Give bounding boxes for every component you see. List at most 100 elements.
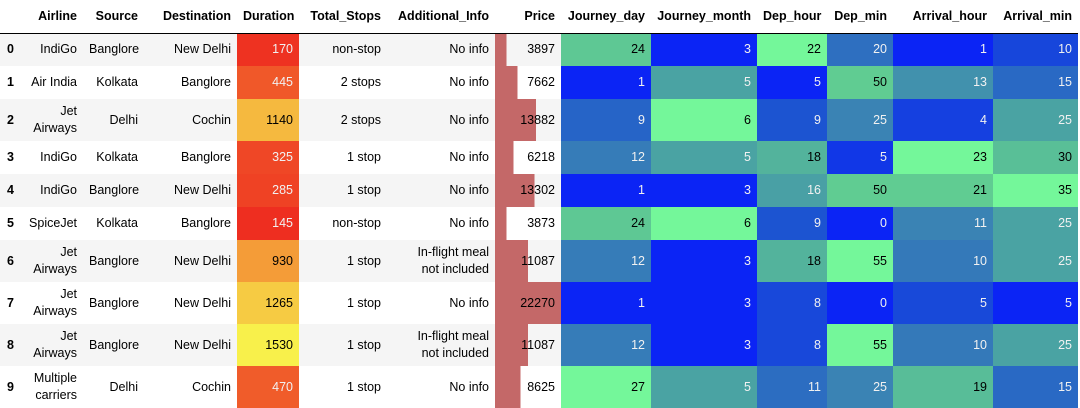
header-row: Airline Source Destination Duration Total_St… <box>0 0 1078 34</box>
cell-dep_min: 0 <box>827 282 893 324</box>
cell-duration: 445 <box>237 66 299 99</box>
cell-dep_hour: 8 <box>757 324 827 366</box>
cell-arrival_hour: 19 <box>893 366 993 408</box>
cell-journey_day: 1 <box>561 66 651 99</box>
cell-arrival_hour: 10 <box>893 240 993 282</box>
cell-additional_info: No info <box>449 112 489 127</box>
cell-additional_info: No info <box>449 216 489 230</box>
cell-airline: SpiceJet <box>29 216 77 230</box>
cell-duration: 145 <box>237 207 299 240</box>
cell-arrival_min: 35 <box>993 174 1078 207</box>
cell-airline: IndiGo <box>40 150 77 164</box>
cell-additional_info: In-flight meal not included <box>417 245 489 276</box>
row-index: 0 <box>7 42 14 57</box>
cell-arrival_hour: 11 <box>893 207 993 240</box>
cell-journey_month: 6 <box>651 99 757 141</box>
cell-arrival_min: 10 <box>993 33 1078 66</box>
cell-source: Kolkata <box>96 216 138 230</box>
cell-additional_info: No info <box>449 295 489 310</box>
cell-duration: 1140 <box>237 99 299 141</box>
cell-price: 6218 <box>495 141 561 174</box>
cell-arrival_min: 5 <box>993 282 1078 324</box>
cell-arrival_hour: 23 <box>893 141 993 174</box>
cell-dep_min: 50 <box>827 66 893 99</box>
row-index: 1 <box>7 75 14 89</box>
cell-airline: IndiGo <box>40 42 77 57</box>
row-index: 5 <box>7 216 14 230</box>
cell-airline: Jet Airways <box>33 287 77 318</box>
cell-journey_day: 12 <box>561 240 651 282</box>
cell-dep_min: 25 <box>827 366 893 408</box>
cell-additional_info: No info <box>449 75 489 89</box>
cell-destination: New Delhi <box>174 183 231 197</box>
cell-journey_month: 3 <box>651 324 757 366</box>
cell-journey_month: 6 <box>651 207 757 240</box>
cell-additional_info: No info <box>449 150 489 164</box>
row-index: 9 <box>7 379 14 394</box>
table-row: 4 IndiGo Banglore New Delhi 285 1 stop No info… <box>0 174 1078 207</box>
cell-journey_day: 1 <box>561 174 651 207</box>
cell-additional_info: No info <box>449 183 489 197</box>
cell-arrival_hour: 13 <box>893 66 993 99</box>
cell-arrival_hour: 21 <box>893 174 993 207</box>
cell-destination: New Delhi <box>174 337 231 352</box>
column-header-index <box>0 0 20 34</box>
cell-journey_day: 27 <box>561 366 651 408</box>
cell-duration: 325 <box>237 141 299 174</box>
cell-duration: 1530 <box>237 324 299 366</box>
cell-source: Kolkata <box>96 75 138 89</box>
cell-additional_info: No info <box>449 379 489 394</box>
cell-arrival_min: 30 <box>993 141 1078 174</box>
cell-arrival_hour: 1 <box>893 33 993 66</box>
cell-dep_min: 55 <box>827 324 893 366</box>
cell-destination: New Delhi <box>174 295 231 310</box>
cell-journey_day: 12 <box>561 141 651 174</box>
cell-price: 3873 <box>495 207 561 240</box>
cell-arrival_hour: 5 <box>893 282 993 324</box>
cell-price: 11087 <box>495 324 561 366</box>
row-index: 3 <box>7 150 14 164</box>
table-row: 7 Jet Airways Banglore New Delhi 1265 1 stop N… <box>0 282 1078 324</box>
cell-dep_hour: 18 <box>757 141 827 174</box>
column-header-source: Source <box>83 0 144 34</box>
cell-destination: New Delhi <box>174 253 231 268</box>
cell-source: Banglore <box>89 337 140 352</box>
cell-destination: Banglore <box>180 75 231 89</box>
cell-price: 22270 <box>495 282 561 324</box>
cell-source: Banglore <box>89 295 140 310</box>
cell-journey_day: 1 <box>561 282 651 324</box>
table-row: 8 Jet Airways Banglore New Delhi 1530 1 stop I… <box>0 324 1078 366</box>
cell-destination: New Delhi <box>174 42 231 57</box>
cell-duration: 1265 <box>237 282 299 324</box>
cell-destination: Cochin <box>192 112 231 127</box>
cell-additional_info: In-flight meal not included <box>417 329 489 360</box>
cell-destination: Cochin <box>192 379 231 394</box>
cell-dep_min: 25 <box>827 99 893 141</box>
cell-airline: Jet Airways <box>33 245 77 276</box>
cell-total_stops: 1 stop <box>346 379 381 394</box>
cell-duration: 470 <box>237 366 299 408</box>
table-row: 6 Jet Airways Banglore New Delhi 930 1 stop In… <box>0 240 1078 282</box>
column-header-additional_info: Additional_Info <box>387 0 495 34</box>
table-row: 9 Multiple carriers Delhi Cochin 470 1 stop No… <box>0 366 1078 408</box>
cell-journey_month: 5 <box>651 66 757 99</box>
cell-journey_month: 3 <box>651 282 757 324</box>
cell-additional_info: No info <box>449 42 489 57</box>
cell-source: Banglore <box>89 42 140 57</box>
cell-arrival_min: 25 <box>993 324 1078 366</box>
table-row: 1 Air India Kolkata Banglore 445 2 stops No in… <box>0 66 1078 99</box>
cell-airline: IndiGo <box>40 183 77 197</box>
cell-source: Kolkata <box>96 150 138 164</box>
column-header-arrival_hour: Arrival_hour <box>893 0 993 34</box>
column-header-destination: Destination <box>144 0 237 34</box>
cell-airline: Air India <box>31 75 77 89</box>
table-row: 2 Jet Airways Delhi Cochin 1140 2 stops No inf… <box>0 99 1078 141</box>
cell-destination: Banglore <box>180 150 231 164</box>
cell-source: Banglore <box>89 253 140 268</box>
column-header-dep_hour: Dep_hour <box>757 0 827 34</box>
row-index: 8 <box>7 337 14 352</box>
cell-total_stops: non-stop <box>332 42 381 57</box>
cell-dep_min: 5 <box>827 141 893 174</box>
cell-source: Delhi <box>109 112 139 127</box>
cell-total_stops: 1 stop <box>346 183 381 197</box>
